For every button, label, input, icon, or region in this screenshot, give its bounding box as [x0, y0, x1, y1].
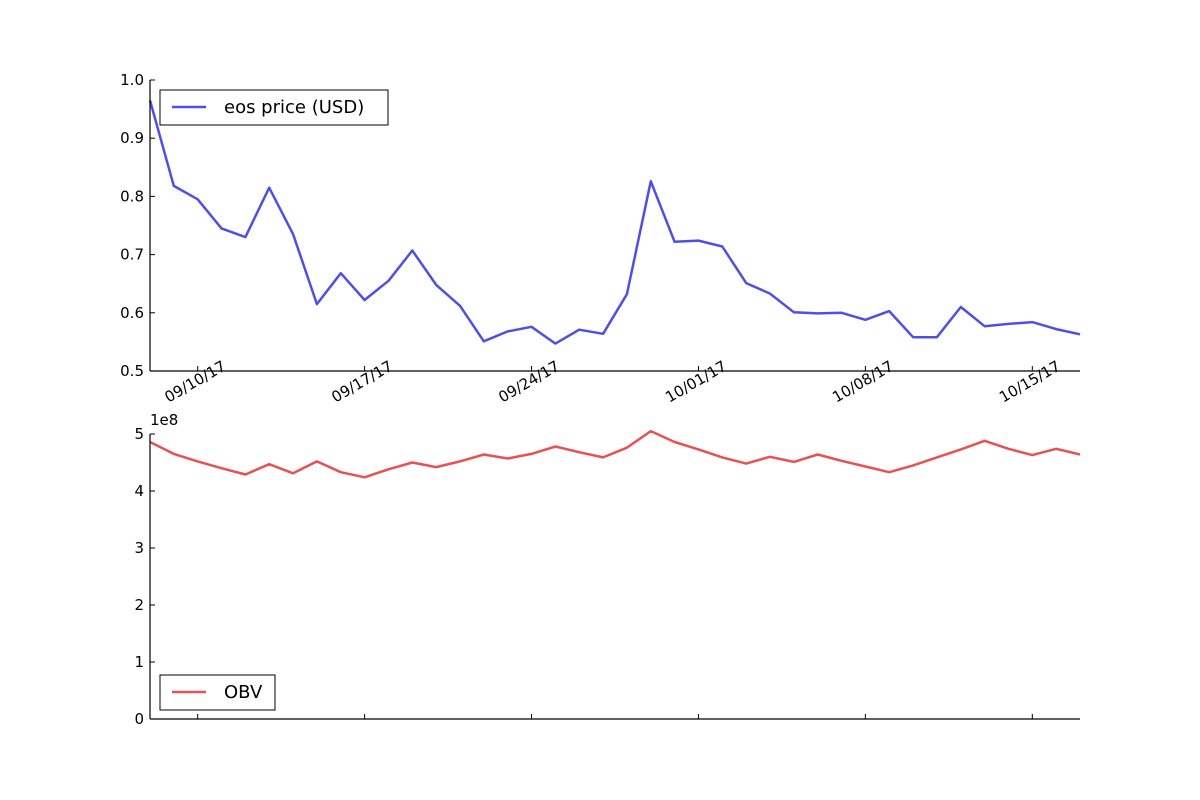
obv-y-tick-label: 1 [134, 653, 144, 671]
price-y-tick-label: 0.8 [120, 187, 144, 205]
obv-y-tick-label: 5 [134, 425, 144, 443]
obv-plot-area [149, 429, 1081, 479]
price-y-tick-label: 0.5 [120, 362, 144, 380]
obv-axes: 0 1 2 3 4 5 [134, 425, 1080, 728]
obv-legend: OBV [159, 674, 276, 711]
price-y-tick-label: 1.0 [120, 71, 144, 89]
price-y-tick-label: 0.9 [120, 129, 144, 147]
price-y-tick-label: 0.6 [120, 304, 144, 322]
obv-y-tick-label: 0 [134, 710, 144, 728]
price-plot-area [148, 100, 1081, 345]
obv-y-offset-label: 1e8 [150, 411, 178, 429]
price-y-tick-label: 0.7 [120, 246, 144, 264]
obv-y-tick-label: 3 [134, 539, 144, 557]
price-legend-label: eos price (USD) [224, 97, 364, 118]
price-legend: eos price (USD) [159, 89, 389, 126]
price-series-line-0 [148, 100, 1081, 345]
obv-legend-label: OBV [224, 682, 263, 703]
obv-y-tick-label: 2 [134, 596, 144, 614]
obv-y-tick-label: 4 [134, 482, 144, 500]
obv-series-line-0 [149, 429, 1081, 479]
obv-chart: 0 1 2 3 4 5 1e8 OBV [134, 411, 1081, 728]
